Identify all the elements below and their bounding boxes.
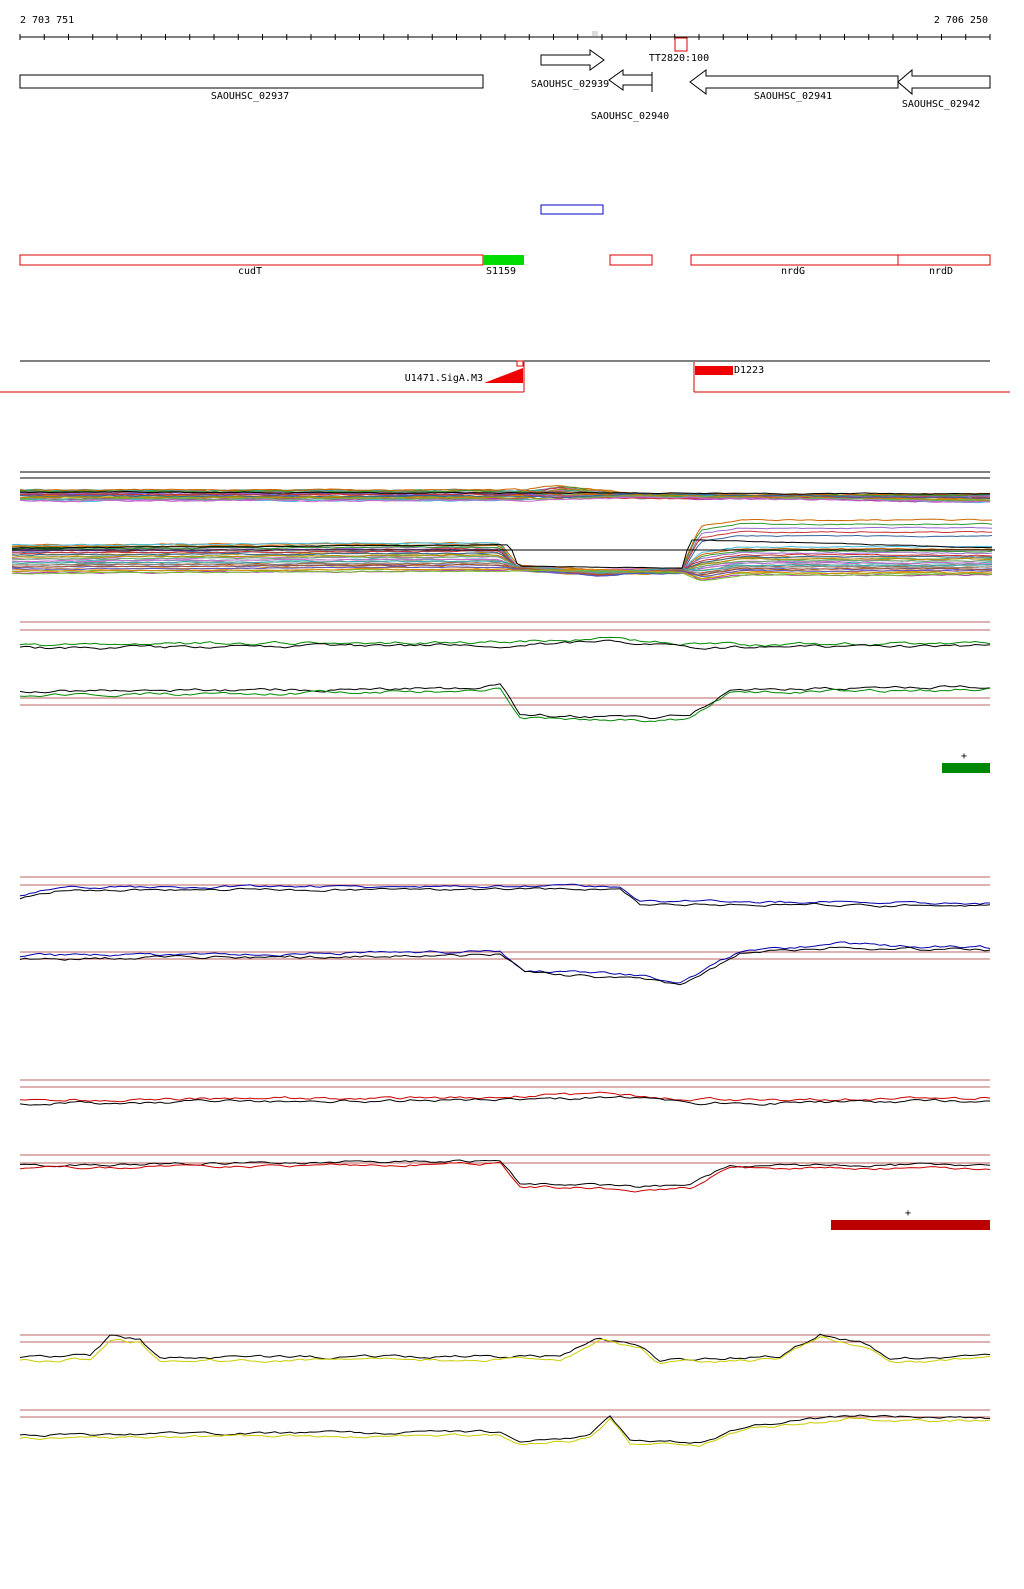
feature — [483, 255, 524, 265]
promoter-mark — [516, 360, 524, 367]
trace — [19, 946, 991, 986]
ruler-end: 2 706 250 — [934, 15, 988, 26]
trace — [12, 555, 993, 571]
feature — [609, 254, 653, 266]
gene — [897, 68, 991, 96]
trace — [19, 941, 991, 984]
trace — [19, 492, 991, 499]
condition-label: + — [905, 1208, 911, 1219]
condition-bar — [831, 1220, 990, 1230]
condition-bar — [942, 763, 990, 773]
gene — [608, 69, 653, 91]
trace — [19, 1417, 991, 1447]
trace — [11, 563, 993, 576]
feature — [690, 254, 899, 266]
condition-label: + — [961, 751, 967, 762]
trace — [19, 1414, 991, 1444]
feature-label: cudT — [238, 266, 262, 277]
trace — [11, 539, 993, 569]
trace — [11, 567, 993, 580]
feature — [897, 254, 991, 266]
trace — [19, 496, 991, 503]
gene — [540, 49, 605, 71]
trace — [11, 569, 993, 582]
gene — [689, 69, 899, 95]
trace — [19, 1333, 991, 1362]
feature-label: nrdD — [929, 266, 953, 277]
trace — [19, 639, 991, 650]
gene-label: SAOUHSC_02940 — [591, 111, 669, 122]
trace — [19, 1159, 991, 1188]
trace — [11, 560, 993, 574]
trace — [19, 1161, 991, 1193]
trace — [19, 492, 991, 500]
trace — [19, 488, 991, 497]
trace — [19, 1095, 990, 1106]
promoter — [484, 368, 523, 383]
transcript — [695, 366, 733, 375]
trace — [11, 566, 992, 578]
gene-label: SAOUHSC_02937 — [211, 91, 289, 102]
feature — [19, 254, 484, 266]
terminator-label: TT2820:100 — [649, 53, 709, 64]
trace — [20, 490, 991, 495]
gene-label: SAOUHSC_02939 — [531, 79, 609, 90]
promoter-label: U1471.SigA.M3 — [405, 373, 483, 384]
feature-label: nrdG — [781, 266, 805, 277]
trace — [12, 555, 993, 573]
expression-traces — [11, 471, 995, 1447]
trace — [11, 554, 993, 572]
trace — [11, 542, 993, 573]
trace — [19, 687, 991, 723]
gene — [19, 74, 484, 89]
ruler-start: 2 703 751 — [20, 15, 74, 26]
terminator — [674, 37, 688, 52]
ruler-ticks — [19, 34, 991, 40]
trace — [19, 683, 991, 719]
gene-label: SAOUHSC_02942 — [902, 99, 980, 110]
transcript-label: D1223 — [734, 365, 764, 376]
trace — [19, 1091, 991, 1103]
trace — [11, 548, 993, 575]
trace — [19, 887, 991, 908]
trace — [19, 490, 991, 498]
feature-label: S1159 — [486, 266, 516, 277]
trace — [12, 549, 993, 576]
trace — [11, 567, 993, 581]
trace — [11, 561, 993, 575]
marker — [592, 31, 598, 36]
feature — [540, 204, 604, 215]
trace — [11, 551, 993, 577]
gene-label: SAOUHSC_02941 — [754, 91, 832, 102]
trace — [19, 883, 990, 905]
trace — [19, 1336, 991, 1364]
trace — [19, 636, 991, 647]
trace — [11, 558, 993, 574]
